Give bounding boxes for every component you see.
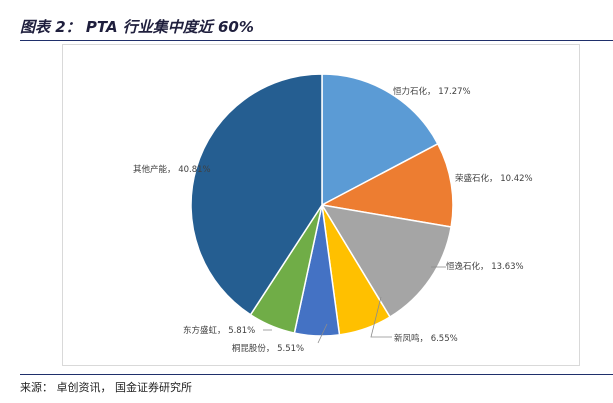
source-note: 来源： 卓创资讯， 国金证券研究所 <box>20 381 192 394</box>
pie-slices <box>190 73 454 337</box>
pie-slice-0 <box>321 73 439 207</box>
leader-line-4 <box>317 323 328 344</box>
pie-slice-6 <box>190 73 323 316</box>
data-label-0: 恒力石化， 17.27% <box>393 86 471 97</box>
data-label-3: 新凤鸣， 6.55% <box>394 333 458 344</box>
leader-line-3 <box>370 296 392 338</box>
pie-chart: 恒力石化， 17.27% 荣盛石化， 10.42% 恒逸石化， 13.63% 新凤鸣，… <box>133 73 533 354</box>
figure-title: 图表 2： PTA 行业集中度近 60% <box>20 18 254 36</box>
label-leader-lines <box>263 266 446 344</box>
data-label-6: 其他产能， 40.81% <box>133 164 211 175</box>
pie-slice-1 <box>319 142 454 228</box>
source-divider <box>20 374 613 375</box>
pie-data-labels: 恒力石化， 17.27% 荣盛石化， 10.42% 恒逸石化， 13.63% 新凤鸣，… <box>133 86 533 354</box>
data-label-5: 东方盛虹， 5.81% <box>183 325 255 336</box>
chart-frame: 恒力石化， 17.27% 荣盛石化， 10.42% 恒逸石化， 13.63% 新凤鸣，… <box>62 44 580 366</box>
data-label-1: 荣盛石化， 10.42% <box>455 173 533 184</box>
data-label-4: 桐昆股份， 5.51% <box>232 343 304 354</box>
data-label-2: 恒逸石化， 13.63% <box>446 261 524 272</box>
title-divider <box>20 40 613 41</box>
pie-slice-2 <box>320 203 452 319</box>
